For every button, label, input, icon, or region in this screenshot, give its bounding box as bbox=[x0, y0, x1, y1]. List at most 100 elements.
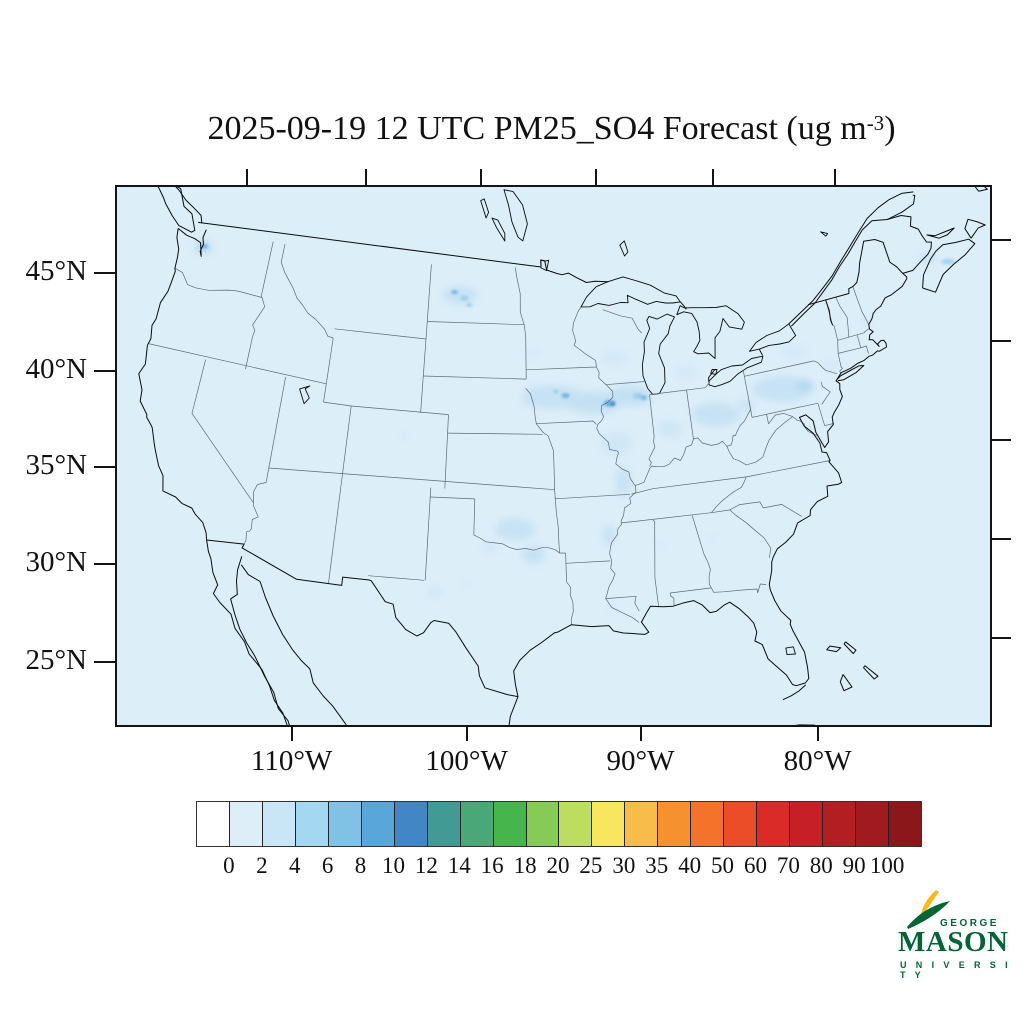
coastline-layer-path bbox=[863, 665, 879, 680]
lon-tick-top bbox=[365, 169, 368, 185]
coastline-layer-path bbox=[837, 365, 865, 382]
colorbar-tick-label: 35 bbox=[645, 853, 669, 878]
coastline-layer-path bbox=[839, 674, 853, 692]
colorbar-cell bbox=[197, 802, 229, 846]
colorbar-tick-label: 25 bbox=[579, 853, 603, 878]
colorbar-tick-label: 40 bbox=[678, 853, 702, 878]
concentration-patch bbox=[600, 350, 629, 367]
coastline-layer-path bbox=[926, 227, 955, 239]
colorbar-tick-label: 2 bbox=[256, 853, 268, 878]
forecast-map bbox=[115, 185, 992, 727]
coastline-layer-path bbox=[964, 218, 986, 239]
title-text: 2025-09-19 12 UTC PM25_SO4 Forecast (ug … bbox=[207, 110, 867, 147]
state-borders-layer-path bbox=[526, 366, 597, 371]
coastline-layer-path bbox=[826, 645, 842, 653]
state-borders-layer-path bbox=[328, 479, 343, 584]
pollution-patches bbox=[195, 242, 956, 611]
colorbar bbox=[196, 801, 922, 847]
state-borders-layer-path bbox=[649, 387, 706, 395]
state-borders-layer-path bbox=[711, 583, 767, 594]
state-borders-layer-path bbox=[744, 360, 814, 377]
logo-mason-text: MASON bbox=[898, 926, 1009, 958]
colorbar-cell bbox=[426, 802, 460, 846]
lakes-layer-path bbox=[641, 313, 675, 395]
coastline-layer-path bbox=[240, 564, 347, 725]
lon-label: 80°W bbox=[783, 745, 852, 777]
colorbar-cell bbox=[888, 802, 921, 846]
lon-tick-bottom bbox=[639, 725, 642, 741]
coastline-layer-path bbox=[788, 191, 914, 325]
concentration-patch bbox=[603, 524, 616, 546]
concentration-patch bbox=[600, 431, 633, 456]
concentration-patch bbox=[552, 389, 559, 394]
colorbar-cell bbox=[459, 802, 493, 846]
colorbar-cell bbox=[855, 802, 889, 846]
state-borders-layer-path bbox=[473, 498, 476, 535]
state-borders-layer-path bbox=[280, 244, 334, 339]
coastline-layer-path bbox=[206, 539, 288, 725]
state-borders-layer-path bbox=[705, 382, 710, 388]
state-borders-layer-path bbox=[191, 359, 259, 545]
concentration-patch bbox=[656, 419, 683, 438]
state-borders-layer-path bbox=[621, 512, 712, 524]
concentration-patch bbox=[919, 254, 938, 263]
state-borders-layer-path bbox=[605, 595, 637, 599]
lakes-layer-path bbox=[480, 198, 490, 219]
colorbar-tick-label: 4 bbox=[288, 853, 301, 878]
lakes-layer-path bbox=[676, 305, 745, 359]
state-borders-layer-path bbox=[334, 328, 427, 340]
lakes-layer-path bbox=[491, 217, 506, 242]
state-borders-layer-path bbox=[268, 376, 286, 469]
state-borders-layer-path bbox=[605, 598, 640, 623]
concentration-patch bbox=[691, 402, 740, 427]
coastline-layer-path bbox=[922, 238, 976, 293]
lon-label: 110°W bbox=[250, 745, 333, 777]
colorbar-cell bbox=[360, 802, 394, 846]
concentration-patch bbox=[561, 393, 570, 399]
state-borders-layer-path bbox=[554, 493, 631, 500]
coastline-layer-path bbox=[887, 215, 932, 274]
state-borders-layer-path bbox=[686, 389, 694, 439]
colorbar-tick-label: 16 bbox=[480, 853, 504, 878]
state-borders-layer-path bbox=[554, 489, 560, 554]
colorbar-tick-label: 10 bbox=[381, 853, 405, 878]
state-borders-layer-path bbox=[423, 375, 527, 380]
colorbar-cell bbox=[327, 802, 361, 846]
state-borders-layer-path bbox=[746, 460, 831, 478]
state-borders-layer-path bbox=[430, 496, 475, 500]
state-borders-layer-path bbox=[514, 267, 525, 325]
colorbar-tick-label: 14 bbox=[447, 853, 471, 878]
state-borders-layer-path bbox=[268, 467, 555, 491]
colorbar-tick-label: 12 bbox=[414, 853, 438, 878]
colorbar-tick-label: 0 bbox=[223, 853, 235, 878]
coastline-layer-path bbox=[157, 187, 196, 233]
lat-label: 35°N bbox=[25, 449, 87, 482]
coastline-layer-path bbox=[843, 641, 857, 655]
state-borders-layer-path bbox=[837, 340, 843, 374]
lat-label: 25°N bbox=[25, 643, 87, 676]
state-borders-layer-path bbox=[323, 383, 327, 403]
colorbar-tick-label: 18 bbox=[513, 853, 537, 878]
concentration-patch bbox=[707, 535, 718, 542]
lakes-layer-path bbox=[785, 646, 796, 656]
state-borders-layer-path bbox=[444, 414, 449, 489]
lakes-layer-path bbox=[708, 355, 764, 388]
state-borders-layer-path bbox=[813, 360, 838, 375]
colorbar-tick-label: 20 bbox=[546, 853, 570, 878]
lon-label: 100°W bbox=[425, 745, 508, 777]
lon-tick-top bbox=[246, 169, 249, 185]
state-borders-layer-path bbox=[852, 286, 870, 325]
gmu-logo: GEORGE MASON U N I V E R S I T Y bbox=[893, 890, 1011, 980]
coastline-layer bbox=[138, 187, 988, 725]
lat-label: 30°N bbox=[25, 546, 87, 579]
lon-tick-bottom bbox=[465, 725, 468, 741]
coastline-layer-path bbox=[230, 556, 290, 725]
lon-tick-top bbox=[711, 169, 714, 185]
state-borders-layer-path bbox=[729, 509, 772, 558]
state-borders-layer-path bbox=[634, 596, 640, 612]
lon-tick-bottom bbox=[290, 725, 293, 741]
state-borders-layer-path bbox=[368, 575, 425, 581]
lakes-layer-path bbox=[299, 385, 311, 405]
state-borders-layer-path bbox=[635, 400, 751, 486]
state-borders-layer-path bbox=[572, 307, 597, 368]
